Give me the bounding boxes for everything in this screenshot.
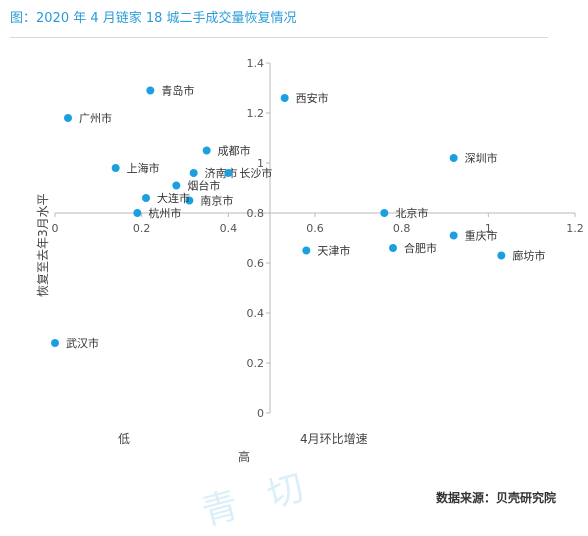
- y-tick-label: 0: [257, 407, 264, 420]
- data-point: [280, 94, 289, 102]
- data-point-label: 北京市: [395, 206, 428, 220]
- data-point: [146, 86, 155, 95]
- y-tick-label: 1.4: [247, 57, 265, 70]
- data-point-label: 上海市: [127, 161, 160, 175]
- data-point: [449, 231, 458, 240]
- data-point: [51, 339, 59, 347]
- data-point-label: 西安市: [296, 91, 329, 105]
- data-point-label: 天津市: [317, 244, 350, 258]
- x-tick-label: 0.6: [306, 222, 324, 235]
- x-low-label: 低: [118, 432, 130, 446]
- y-tick-label: 0.2: [247, 357, 265, 370]
- data-point-label: 烟台市: [187, 179, 220, 193]
- y-axis-title: 恢复至去年3月水平: [36, 193, 50, 297]
- y-tick-label: 0.8: [247, 207, 265, 220]
- data-point: [172, 181, 181, 190]
- data-point: [380, 209, 389, 217]
- data-point-label: 深圳市: [465, 151, 498, 165]
- data-point: [497, 251, 506, 260]
- y-tick-label: 1.2: [247, 107, 265, 120]
- data-point-label: 重庆市: [465, 229, 498, 243]
- x-tick-label: 0: [52, 222, 59, 235]
- data-point-label: 武汉市: [66, 336, 99, 350]
- data-point-label: 大连市: [157, 191, 190, 205]
- data-point: [111, 164, 120, 172]
- x-axis-title: 4月环比增速: [300, 432, 368, 446]
- chart-title: 图：2020 年 4 月链家 18 城二手成交量恢复情况: [10, 11, 297, 26]
- data-point-label: 廊坊市: [512, 249, 545, 263]
- data-point: [64, 114, 72, 122]
- x-tick-label: 0.4: [220, 222, 238, 235]
- data-point: [202, 146, 211, 155]
- scatter-chart: 0 0.2 0.4 0.6 0.8 1 1.2 1.4 0 0.2 0.4 0.6 0.8 1 1.2 青岛…: [36, 57, 584, 464]
- data-point: [189, 169, 198, 177]
- data-point-label: 成都市: [218, 144, 251, 158]
- data-point-label: 长沙市: [239, 166, 272, 180]
- data-point-label: 杭州市: [148, 206, 181, 220]
- axes-group: 0 0.2 0.4 0.6 0.8 1 1.2 1.4 0 0.2 0.4 0.6 0.8 1 1.2: [52, 57, 584, 420]
- x-tick-label: 1: [485, 222, 492, 235]
- data-point: [185, 196, 194, 205]
- x-tick-label: 1.2: [566, 222, 584, 235]
- data-point: [142, 194, 150, 202]
- data-point-label: 青岛市: [161, 84, 194, 98]
- y-tick-label: 0.6: [247, 257, 265, 270]
- data-point-label: 南京市: [200, 194, 233, 208]
- data-point-label: 广州市: [79, 111, 112, 125]
- data-point-label: 济南市: [205, 166, 238, 180]
- y-tick-label: 1: [257, 157, 264, 170]
- data-source: 数据来源：贝壳研究院: [435, 491, 556, 505]
- y-tick-label: 0.4: [247, 307, 265, 320]
- data-point: [302, 246, 311, 255]
- x-tick-label: 0.8: [393, 222, 411, 235]
- x-tick-label: 0.2: [133, 222, 151, 235]
- data-point: [224, 169, 233, 177]
- data-point: [449, 154, 458, 162]
- title-divider: [10, 37, 548, 38]
- x-high-label: 高: [238, 449, 250, 464]
- data-point-label: 合肥市: [404, 241, 437, 255]
- data-point: [389, 244, 397, 252]
- data-point: [133, 209, 142, 217]
